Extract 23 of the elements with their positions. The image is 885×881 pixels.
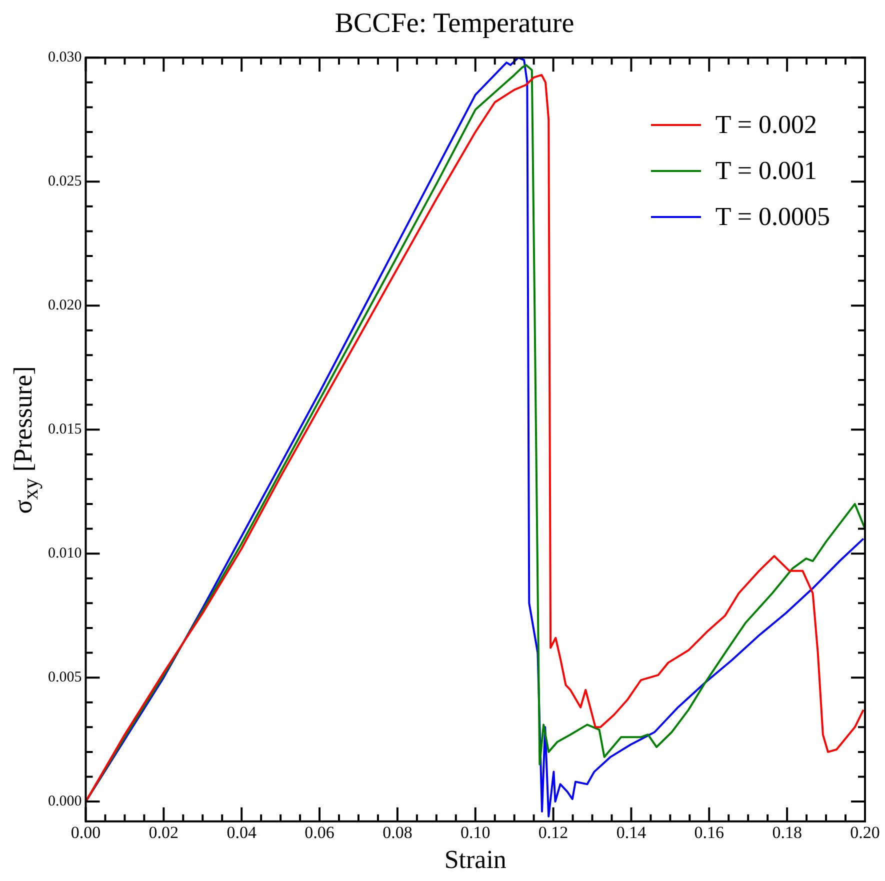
x-tick-label: 0.18 <box>772 823 802 842</box>
x-tick-label: 0.10 <box>460 823 490 842</box>
y-tick-label: 0.010 <box>48 546 82 562</box>
y-tick-label: 0.000 <box>48 794 82 810</box>
y-tick-label: 0.015 <box>48 422 82 438</box>
x-axis-title: Strain <box>444 845 506 874</box>
x-tick-label: 0.06 <box>304 823 334 842</box>
legend-label: T = 0.002 <box>715 110 817 140</box>
x-tick-label: 0.08 <box>382 823 412 842</box>
y-tick-label: 0.020 <box>48 298 82 314</box>
x-tick-label: 0.00 <box>70 823 101 842</box>
legend-label: T = 0.001 <box>715 156 817 186</box>
x-tick-label: 0.04 <box>226 823 257 842</box>
y-tick-label: 0.030 <box>48 50 82 66</box>
y-tick-label: 0.005 <box>48 670 82 686</box>
x-tick-label: 0.16 <box>694 823 724 842</box>
y-tick-label: 0.025 <box>48 174 82 190</box>
chart-title: BCCFe: Temperature <box>334 8 574 40</box>
x-tick-label: 0.02 <box>148 823 179 842</box>
legend-label: T = 0.0005 <box>715 202 830 232</box>
x-tick-label: 0.12 <box>538 823 568 842</box>
x-tick-label: 0.20 <box>850 823 880 842</box>
x-tick-label: 0.14 <box>616 823 647 842</box>
